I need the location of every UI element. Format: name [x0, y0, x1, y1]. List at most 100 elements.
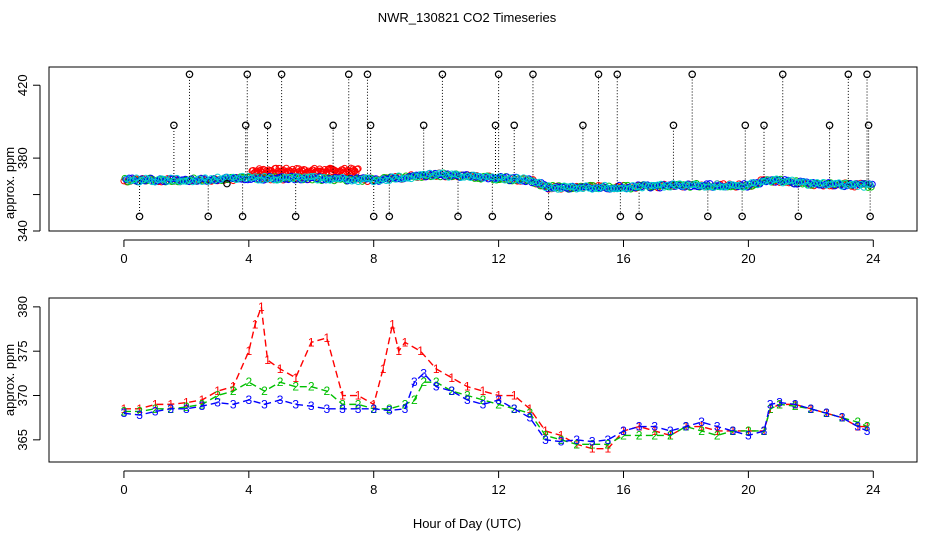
series-1-marker: 1	[339, 389, 346, 403]
top-x-tick-label: 8	[370, 251, 377, 266]
series-3-marker: 3	[683, 420, 690, 434]
series-3-marker: 3	[651, 420, 658, 434]
top-panel: 0 4 8 12 16 20 24 340 380 420 approx. ppm	[2, 66, 918, 266]
series-1-marker: 1	[355, 389, 362, 403]
series-2-marker: 2	[714, 428, 721, 442]
top-baseline-point	[189, 178, 197, 186]
top-flagged-point	[594, 70, 603, 79]
series-3-marker: 3	[292, 397, 299, 411]
bottom-plot-frame	[48, 297, 918, 463]
top-flagged-point	[277, 70, 286, 79]
top-flagged-point	[488, 212, 497, 221]
top-y-axis-label: approx. ppm	[2, 147, 17, 219]
series-1-marker: 1	[214, 384, 221, 398]
top-flagged-point	[863, 70, 871, 79]
series-2-marker: 2	[729, 424, 736, 438]
series-1-marker: 1	[292, 371, 299, 385]
top-plot-frame	[48, 66, 918, 232]
series-2-marker: 2	[214, 389, 221, 403]
series-2-marker: 2	[308, 380, 315, 394]
series-2-marker: 2	[776, 397, 783, 411]
top-flagged-point	[616, 212, 625, 221]
series-3-marker: 3	[136, 408, 143, 422]
series-3-marker: 3	[864, 424, 871, 438]
top-flagged-point	[741, 121, 750, 130]
top-baseline-point	[282, 173, 290, 181]
top-baseline-point	[248, 174, 256, 182]
series-2-marker: 2	[745, 424, 752, 438]
top-baseline-point	[317, 173, 325, 181]
series-1-line	[123, 306, 868, 450]
top-baseline-point	[382, 176, 390, 184]
top-flagged-point	[204, 212, 213, 221]
series-1-marker: 1	[380, 362, 387, 376]
top-flagged-point	[170, 121, 178, 130]
series-1-marker: 1	[433, 362, 440, 376]
series-3-marker: 3	[308, 399, 315, 413]
top-flagged-point	[185, 70, 194, 79]
top-flagged-point	[529, 70, 537, 79]
series-1-marker: 1	[152, 397, 159, 411]
series-2-marker: 2	[864, 420, 871, 434]
series-3-marker: 3	[729, 424, 736, 438]
bottom-y-tick-label: 380	[15, 296, 30, 318]
top-flagged-point	[704, 212, 712, 221]
top-baseline-point	[254, 176, 262, 184]
series-2-marker: 2	[152, 402, 159, 416]
top-flagged-point	[635, 212, 643, 221]
series-1-marker: 1	[495, 389, 502, 403]
top-flagged-point	[825, 121, 834, 130]
bottom-x-tick-label: 8	[370, 482, 377, 497]
x-axis-label: Hour of Day (UTC)	[413, 516, 521, 531]
top-flagged-point	[291, 212, 300, 221]
top-y-tick-label: 380	[15, 147, 30, 169]
series-3-marker: 3	[714, 420, 721, 434]
top-flagged-point	[491, 121, 500, 130]
top-baseline-point	[562, 184, 570, 192]
top-baseline-point	[732, 181, 740, 189]
series-1-marker: 1	[526, 402, 533, 416]
top-axes: 0 4 8 12 16 20 24 340 380 420	[15, 74, 881, 266]
top-flagged-point	[778, 70, 787, 79]
top-baseline-point	[654, 181, 662, 189]
series-2-marker: 2	[136, 404, 143, 418]
series-1-marker: 1	[199, 393, 206, 407]
top-baseline-point	[694, 182, 702, 190]
top-baseline-point	[126, 177, 134, 185]
series-2-marker: 2	[761, 424, 768, 438]
top-flagged-point	[864, 121, 873, 130]
series-2-marker: 2	[792, 399, 799, 413]
top-y-tick-label: 420	[15, 74, 30, 96]
top-flagged-point	[329, 121, 337, 130]
series-3-marker: 3	[776, 396, 783, 410]
top-baseline-point	[532, 179, 540, 187]
series-2-marker: 2	[355, 397, 362, 411]
bottom-y-tick-label: 370	[15, 385, 30, 407]
series-1-marker: 1	[511, 389, 518, 403]
top-flagged-points	[135, 70, 874, 221]
top-flagged-point	[494, 70, 503, 79]
series-2-marker: 2	[854, 415, 861, 429]
top-baseline-point	[757, 178, 765, 186]
series-2-marker: 2	[767, 402, 774, 416]
series-1-marker: 1	[245, 344, 252, 358]
top-baseline-point	[400, 175, 408, 183]
top-baseline-point	[142, 174, 150, 182]
bottom-x-tick-label: 12	[491, 482, 505, 497]
bottom-y-tick-label: 375	[15, 340, 30, 362]
series-1-marker: 1	[605, 442, 612, 456]
top-flagged-point	[738, 212, 746, 221]
series-1-marker: 1	[745, 424, 752, 438]
series-3-line	[123, 372, 868, 443]
series-3-marker: 3	[464, 393, 471, 407]
series-1-marker: 1	[324, 331, 331, 345]
bottom-y-tick-label: 365	[15, 429, 30, 451]
top-flagged-point	[844, 70, 853, 79]
top-baseline-point	[863, 180, 871, 188]
series-1-marker: 1	[389, 318, 396, 332]
series-2-marker: 2	[807, 402, 814, 416]
series-2-marker: 2	[651, 428, 658, 442]
series-2-marker: 2	[526, 406, 533, 420]
series-2-marker: 2	[480, 393, 487, 407]
top-baseline-point	[769, 176, 777, 184]
